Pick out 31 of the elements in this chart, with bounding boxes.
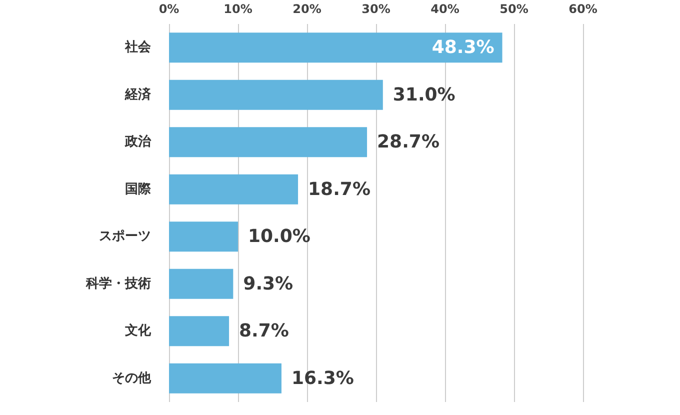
data-label: 28.7% <box>377 132 440 153</box>
data-label: 8.7% <box>239 320 289 342</box>
y-tick-label: 科学・技術 <box>85 276 151 292</box>
data-label: 18.7% <box>308 178 370 200</box>
y-tick-label: 政治 <box>124 134 152 150</box>
x-tick-label: 60% <box>568 2 598 16</box>
bar <box>169 174 298 204</box>
y-tick-label: 文化 <box>124 322 152 339</box>
x-tick-label: 0% <box>158 2 180 16</box>
x-tick-label: 30% <box>362 2 390 16</box>
x-tick-label: 10% <box>224 2 252 16</box>
bar <box>169 80 383 110</box>
bar <box>169 127 368 158</box>
x-tick-label: 50% <box>500 2 528 16</box>
bar <box>169 32 502 63</box>
y-tick-label: 経済 <box>124 86 152 102</box>
bar <box>169 268 234 299</box>
bar <box>169 222 238 252</box>
data-label: 10.0% <box>248 226 310 248</box>
y-tick-label: 社会 <box>124 39 152 56</box>
x-tick-label: 40% <box>430 2 460 16</box>
data-label: 31.0% <box>392 84 456 106</box>
y-tick-label: スポーツ <box>99 229 151 244</box>
data-label: 48.3% <box>432 37 494 58</box>
y-tick-label: その他 <box>112 370 152 386</box>
data-label: 9.3% <box>243 273 294 294</box>
y-tick-label: 国際 <box>125 182 152 197</box>
data-label: 16.3% <box>291 368 354 389</box>
x-tick-label: 20% <box>292 2 322 16</box>
bar <box>169 363 282 394</box>
bar <box>169 316 230 346</box>
